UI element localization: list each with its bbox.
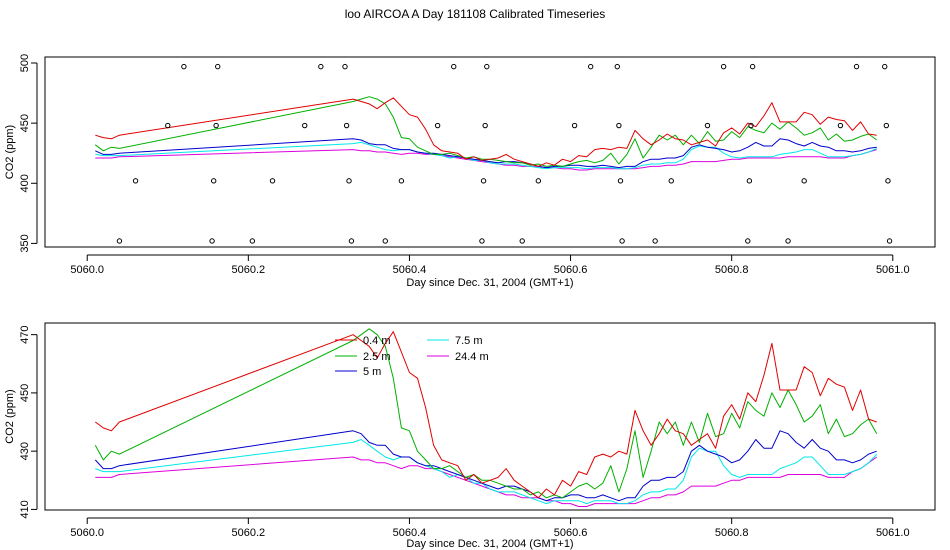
data-point: [801, 178, 807, 184]
series-line-24-4-m: [95, 149, 877, 171]
y-tick-label: 430: [19, 442, 31, 460]
series-line-0-4-m: [95, 97, 877, 167]
data-point: [215, 63, 221, 70]
data-point: [616, 122, 622, 129]
series-line-24-4-m: [95, 456, 877, 507]
legend-label: 2.5 m: [363, 351, 391, 363]
y-tick-label: 500: [19, 54, 31, 72]
plot-frame-1: [44, 56, 936, 248]
y-axis-label: CO2 (ppm): [4, 125, 16, 179]
data-point: [116, 238, 123, 244]
data-point: [165, 122, 171, 129]
data-point: [617, 178, 624, 184]
x-axis-label: Day since Dec. 31, 2004 (GMT+1): [406, 538, 573, 550]
data-point: [249, 238, 256, 244]
data-point: [209, 238, 215, 244]
legend-label: 5 m: [363, 366, 381, 378]
x-tick-label: 5060.2: [232, 527, 266, 539]
data-point: [785, 238, 791, 244]
series-line-2-5-m: [94, 328, 878, 499]
data-point: [269, 178, 276, 184]
legend-label: 24.4 m: [455, 351, 489, 363]
data-point: [210, 178, 217, 184]
y-tick-label: 450: [19, 114, 31, 132]
data-point: [749, 63, 756, 70]
legend-label: 0.4 m: [363, 335, 391, 347]
plot-frame-2: [44, 322, 936, 511]
x-tick-label: 5060.6: [554, 264, 588, 276]
data-point: [748, 122, 754, 129]
series-line-7-5-m: [95, 439, 878, 505]
data-point: [346, 178, 352, 184]
data-point: [886, 238, 893, 244]
data-point: [348, 238, 355, 244]
data-point: [619, 238, 625, 244]
x-tick-label: 5060.0: [70, 527, 104, 539]
x-tick-label: 5061.0: [876, 527, 910, 539]
data-point: [398, 178, 405, 184]
data-point: [885, 178, 891, 184]
data-point: [482, 122, 488, 129]
x-tick-label: 5060.8: [715, 264, 749, 276]
y-tick-label: 350: [19, 234, 31, 252]
x-tick-label: 5060.4: [393, 527, 427, 539]
series-line-5-m: [94, 430, 877, 502]
data-point: [853, 63, 860, 70]
data-point: [484, 63, 490, 70]
data-point: [837, 122, 844, 129]
data-point: [652, 238, 658, 244]
data-point: [479, 238, 485, 244]
data-point: [720, 63, 727, 70]
data-point: [882, 63, 888, 70]
data-point: [745, 238, 751, 244]
series-line-7-5-m: [95, 141, 877, 170]
data-point: [181, 63, 187, 70]
y-tick-label: 470: [19, 325, 31, 343]
data-point: [451, 63, 457, 70]
data-point: [704, 122, 711, 129]
data-point: [343, 122, 350, 129]
series-line-2-5-m: [95, 96, 877, 167]
data-point: [302, 122, 308, 129]
x-tick-label: 5060.4: [393, 264, 427, 276]
chart-title: loo AIRCOA A Day 181108 Calibrated Times…: [344, 7, 606, 21]
x-axis-label: Day since Dec. 31, 2004 (GMT+1): [406, 277, 573, 289]
x-tick-label: 5060.8: [715, 527, 749, 539]
y-tick-label: 410: [19, 500, 31, 518]
series-line-5-m: [95, 138, 877, 169]
x-tick-label: 5060.2: [232, 264, 266, 276]
data-point: [132, 178, 139, 184]
x-tick-label: 5060.6: [554, 527, 588, 539]
data-point: [668, 178, 674, 184]
data-point: [342, 63, 348, 70]
data-point: [535, 178, 542, 184]
data-point: [318, 63, 324, 70]
x-tick-label: 5061.0: [876, 264, 910, 276]
series-line-0-4-m: [95, 331, 877, 499]
data-point: [746, 178, 753, 184]
data-point: [213, 122, 219, 129]
data-point: [382, 238, 388, 244]
data-point: [480, 178, 487, 184]
y-tick-label: 450: [19, 384, 31, 402]
data-point: [883, 122, 890, 129]
data-point: [571, 122, 578, 129]
x-tick-label: 5060.0: [70, 264, 104, 276]
legend-label: 7.5 m: [455, 335, 483, 347]
data-point: [519, 238, 525, 244]
y-axis-label: CO2 (ppm): [4, 389, 16, 443]
data-point: [587, 63, 594, 70]
data-point: [434, 122, 441, 129]
y-tick-label: 400: [19, 174, 31, 192]
data-point: [614, 63, 620, 70]
